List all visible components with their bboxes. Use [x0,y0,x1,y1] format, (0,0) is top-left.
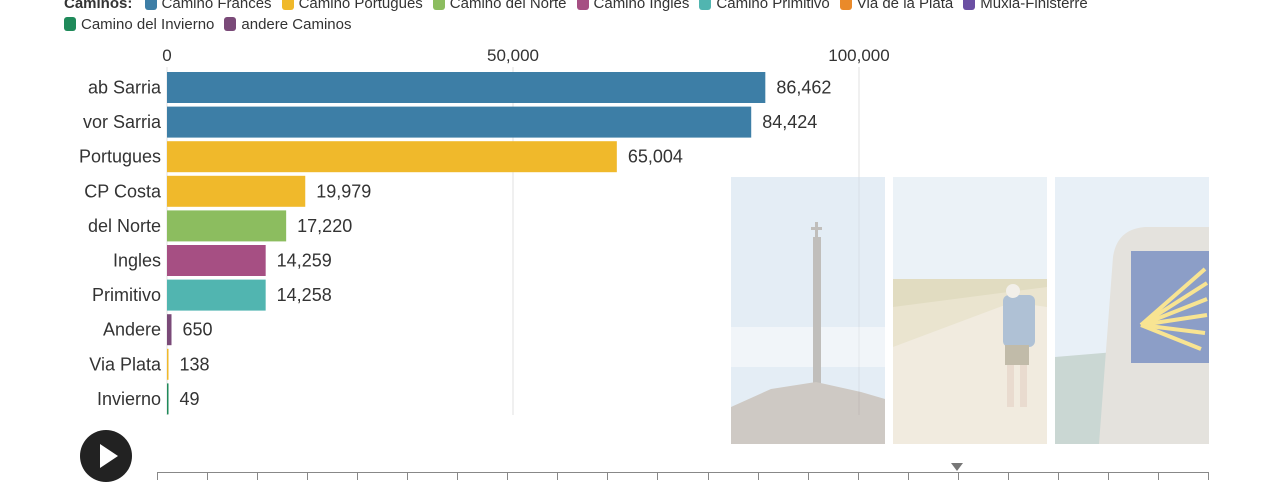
x-tick-label: 0 [162,46,171,65]
bar [167,245,266,276]
timeline-tick [507,472,509,480]
category-label: vor Sarria [83,112,162,132]
legend-swatch [576,0,589,10]
legend-item: Camino del Norte [432,0,567,14]
legend-item: Muxia-Finisterre [963,0,1088,14]
legend-swatch [281,0,294,10]
legend-swatch [224,17,237,31]
bar [167,279,266,311]
legend-label: Camino Frances [161,0,272,12]
legend-swatch [144,0,157,10]
x-tick-label: 50,000 [487,46,539,65]
bar [167,141,617,173]
category-label: Andere [103,320,161,340]
legend-item: Camino del Invierno [64,14,214,35]
bar [167,383,169,415]
category-label: Primitivo [92,285,161,305]
legend-label: Via de la Plata [856,0,954,12]
bar [167,314,172,346]
value-label: 650 [182,320,212,340]
timeline-tick [357,472,359,480]
legend-label: Camino del Invierno [81,16,215,33]
legend-label: Camino Primitivo [716,0,830,12]
value-label: 49 [180,389,200,409]
legend-label: Muxia-Finisterre [980,0,1088,12]
bar [167,175,306,207]
timeline-slider[interactable] [157,462,1209,480]
timeline-tick [957,472,959,480]
legend-swatch [963,0,976,10]
value-label: 14,259 [277,251,332,271]
value-label: 84,424 [762,112,817,132]
value-label: 17,220 [297,216,352,236]
scallop-marker-photo [1055,177,1209,444]
bar [167,106,752,138]
legend-label: andere Caminos [241,16,352,33]
legend-item: Camino Portugues [281,0,423,14]
pilgrim-photo [893,177,1047,444]
timeline-tick [707,472,709,480]
legend-label: Camino Portugues [298,0,423,12]
category-label: Invierno [97,389,161,409]
timeline-tick [407,472,409,480]
legend-item: andere Caminos [224,14,351,35]
legend-item: Camino Ingles [576,0,690,14]
bar-chart: 0 50,000 100,000 ab Sarria 86,462 vor Sarria 8… [79,46,890,415]
legend: Caminos: Camino Frances Camino Portugues C… [64,0,1214,35]
timeline-tick [457,472,459,480]
value-label: 86,462 [776,78,831,98]
timeline-track [157,472,1209,473]
value-label: 65,004 [628,147,683,167]
bar [167,72,766,103]
play-icon [100,444,118,468]
value-label: 19,979 [316,181,371,201]
timeline-tick [757,472,759,480]
timeline-tick [857,472,859,480]
timeline-tick [1157,472,1159,480]
timeline-tick [157,472,158,480]
category-label: Ingles [113,251,161,271]
legend-label: Camino del Norte [449,0,567,12]
legend-swatch [432,0,445,10]
timeline-tick [657,472,659,480]
x-tick-label: 100,000 [828,46,889,65]
bar [167,210,287,242]
stone-cross-photo [731,177,885,444]
timeline-tick [1007,472,1009,480]
timeline-tick [1208,472,1209,480]
timeline-tick [1057,472,1059,480]
legend-swatch [839,0,852,10]
play-button[interactable] [80,430,132,482]
timeline-tick [207,472,209,480]
legend-label: Camino Ingles [593,0,690,12]
value-label: 14,258 [277,285,332,305]
value-label: 138 [180,354,210,374]
timeline-tick [1107,472,1109,480]
category-label: ab Sarria [88,78,162,98]
timeline-tick [557,472,559,480]
timeline-tick [807,472,809,480]
category-label: Portugues [79,147,161,167]
legend-swatch [64,17,76,31]
timeline-handle[interactable] [950,463,963,471]
category-label: CP Costa [84,181,162,201]
category-label: Via Plata [89,354,162,374]
photo-strip [731,177,1209,444]
timeline-tick [257,472,259,480]
legend-item: Camino Primitivo [699,0,830,14]
legend-item: Camino Frances [144,0,272,14]
bar [167,348,169,380]
legend-title: Caminos: [64,0,133,12]
timeline-tick [607,472,609,480]
category-label: del Norte [88,216,161,236]
legend-swatch [699,0,712,10]
timeline-tick [907,472,909,480]
timeline-tick [307,472,309,480]
legend-item: Via de la Plata [839,0,954,14]
